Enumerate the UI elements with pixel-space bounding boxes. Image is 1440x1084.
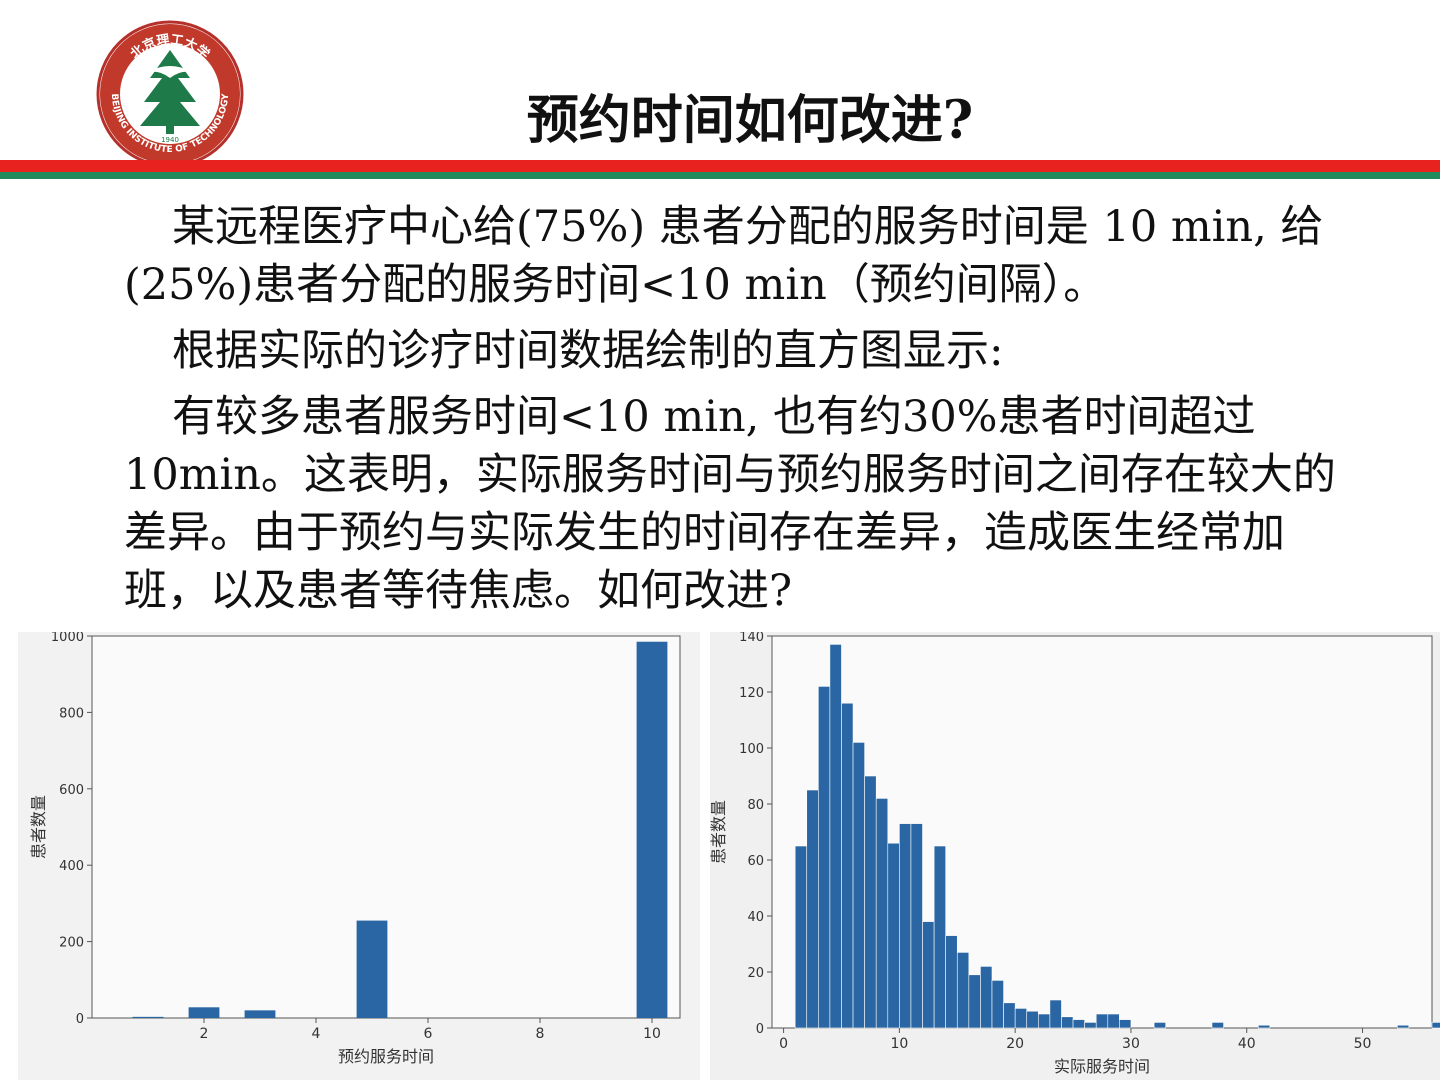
right-chart-bar-13 <box>945 935 958 1029</box>
paragraph-2: 根据实际的诊疗时间数据绘制的直方图显示: <box>172 326 1004 376</box>
right-chart-bar-6 <box>864 775 877 1029</box>
right-chart-bar-24 <box>1072 1019 1085 1029</box>
header-green-bar <box>0 172 1440 179</box>
right-chart-bar-20 <box>1026 1010 1039 1029</box>
right-chart-bar-7 <box>875 798 889 1029</box>
right-chart-y-tick-label-2: 40 <box>747 910 764 925</box>
right-chart-bar-26 <box>1095 1013 1109 1029</box>
right-chart-bar-22 <box>1049 999 1062 1029</box>
right-chart-bar-17 <box>991 980 1004 1029</box>
right-chart-x-axis-label: 实际服务时间 <box>1054 1057 1150 1076</box>
left-chart-y-tick-label-1: 200 <box>59 936 84 951</box>
right-chart-bar-27 <box>1107 1013 1120 1029</box>
left-chart-y-tick-label-3: 600 <box>59 783 84 798</box>
right-chart-bar-28 <box>1119 1019 1132 1029</box>
right-chart-x-tick-label-0: 0 <box>779 1036 788 1052</box>
left-chart-y-tick-label-5: 1000 <box>51 632 84 645</box>
right-chart-y-tick-label-7: 140 <box>739 632 764 645</box>
right-chart-bar-19 <box>1014 1008 1028 1029</box>
right-chart-y-tick-label-6: 120 <box>739 686 764 701</box>
right-chart-x-tick-label-5: 50 <box>1354 1036 1372 1052</box>
left-chart-x-tick-label-3: 8 <box>536 1026 545 1042</box>
body-text: 某远程医疗中心给(75%) 患者分配的服务时间是 10 min, 给(25%)患… <box>124 198 1344 620</box>
right-chart-y-tick-label-5: 100 <box>739 742 764 757</box>
university-logo: 1940 BEIJING INSTITUTE OF TECHNOLOGY 北京理… <box>96 20 244 168</box>
right-chart-bar-15 <box>968 974 981 1029</box>
chart-actual-time-svg: 0 10 20 30 40 50 0 20 40 60 80 100 120 140 实际服务时间 患者数量 <box>709 630 1440 1076</box>
left-chart-x-axis-label: 预约服务时间 <box>338 1047 434 1066</box>
left-chart-x-tick-label-1: 4 <box>312 1026 321 1042</box>
right-chart-x-tick-label-1: 10 <box>890 1036 908 1052</box>
left-chart-bar-2 <box>244 1010 276 1018</box>
chart-actual-time: 0 10 20 30 40 50 0 20 40 60 80 100 120 140 实际服务时间 患者数量 <box>709 630 1440 1080</box>
right-chart-y-tick-label-1: 20 <box>747 966 764 981</box>
logo-year: 1940 <box>161 136 179 144</box>
right-chart-bar-31 <box>1153 1022 1166 1029</box>
paragraph-1: 某远程医疗中心给(75%) 患者分配的服务时间是 10 min, 给(25%)患… <box>124 202 1324 310</box>
left-chart-y-axis-label: 患者数量 <box>29 795 48 859</box>
page-title: 预约时间如何改进? <box>526 90 974 151</box>
left-chart-bar-0 <box>132 1016 164 1018</box>
right-chart-x-tick-label-4: 40 <box>1238 1036 1256 1052</box>
chart-appointment-time: 2 4 6 8 10 0 200 400 600 800 1000 预约服务时间 患者数量 <box>18 630 700 1080</box>
left-chart-y-tick-label-0: 0 <box>76 1012 84 1027</box>
left-chart-x-tick-label-4: 10 <box>643 1026 661 1042</box>
right-chart-bar-3 <box>829 644 842 1029</box>
right-chart-y-tick-label-0: 0 <box>756 1022 764 1037</box>
right-chart-y-tick-label-3: 60 <box>747 854 764 869</box>
left-chart-x-tick-label-2: 6 <box>424 1026 433 1042</box>
right-chart-bar-55 <box>1431 1022 1440 1029</box>
right-chart-bar-40 <box>1258 1024 1271 1029</box>
right-chart-bar-1 <box>806 789 819 1029</box>
right-chart-bar-21 <box>1038 1013 1051 1029</box>
right-chart-bar-2 <box>818 686 831 1029</box>
left-chart-bar-4 <box>636 641 668 1018</box>
right-chart-bar-18 <box>1003 1002 1016 1029</box>
right-chart-bar-25 <box>1084 1022 1097 1029</box>
header-red-bar <box>0 160 1440 172</box>
right-chart-bar-23 <box>1061 1016 1074 1029</box>
left-chart-bar-1 <box>188 1007 220 1018</box>
right-chart-bar-10 <box>910 823 923 1029</box>
right-chart-bar-9 <box>899 823 912 1029</box>
right-chart-bar-14 <box>956 952 970 1029</box>
right-chart-bar-12 <box>933 845 946 1029</box>
right-chart-x-tick-label-2: 20 <box>1006 1036 1024 1052</box>
right-chart-x-tick-label-3: 30 <box>1122 1036 1140 1052</box>
left-chart-x-tick-label-0: 2 <box>200 1026 209 1042</box>
right-chart-bar-52 <box>1396 1024 1410 1029</box>
right-chart-bar-36 <box>1211 1022 1224 1029</box>
right-chart-y-axis-label: 患者数量 <box>710 800 728 864</box>
left-chart-y-tick-label-2: 400 <box>59 859 84 874</box>
left-chart-y-tick-label-4: 800 <box>59 706 84 721</box>
right-chart-bar-4 <box>841 702 854 1029</box>
right-chart-bar-11 <box>922 921 935 1029</box>
paragraph-3: 有较多患者服务时间<10 min, 也有约30%患者时间超过10min。这表明，… <box>124 392 1336 616</box>
chart-appointment-time-svg: 2 4 6 8 10 0 200 400 600 800 1000 预约服务时间 患者数量 <box>29 630 681 1066</box>
right-chart-bar-0 <box>794 845 808 1029</box>
right-chart-bar-8 <box>887 842 900 1029</box>
left-chart-bar-3 <box>356 920 388 1018</box>
right-chart-y-tick-label-4: 80 <box>747 798 764 813</box>
right-chart-bar-5 <box>852 742 865 1029</box>
right-chart-bar-16 <box>980 966 993 1029</box>
